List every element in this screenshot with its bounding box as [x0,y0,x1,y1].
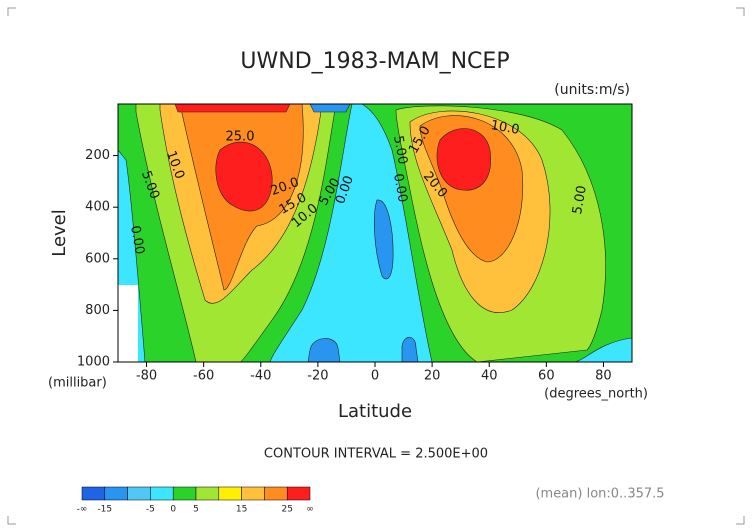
y-tick-label: 200 [85,148,110,163]
colorbar-low-label: -∞ [77,505,88,515]
missing-data [118,285,138,362]
x-tick-label: -80 [136,369,157,384]
x-tick-label: 0 [371,369,379,384]
colorbar-swatch [218,486,242,501]
contour-region [309,104,351,113]
contour-region [215,141,273,212]
x-tick-label: -20 [307,369,328,384]
colorbar-swatch [172,486,197,501]
colorbar-swatch [81,486,106,501]
colorbar-tick-label: 5 [193,505,199,515]
contour-fill [118,104,632,362]
colorbar-swatch [104,486,128,501]
contour-region [307,338,341,362]
contour-label: 5.00 [570,184,590,215]
colorbar-tick-label: 25 [281,505,292,515]
y-unit-label: (millibar) [48,376,107,391]
contour-region [373,199,394,280]
colorbar-tick-label: 0 [170,505,176,515]
contour-region [436,128,491,191]
contour-label: 10.0 [489,118,520,138]
colorbar-tick-label: -5 [146,505,155,515]
x-tick-label: -60 [193,369,214,384]
y-tick-label: 400 [85,200,110,215]
colorbar-high-label: ∞ [306,505,314,515]
y-axis-label: Level [49,209,70,257]
x-tick-label: 20 [424,369,441,384]
contour-interval: CONTOUR INTERVAL = 2.500E+00 [264,447,488,462]
colorbar-swatch [127,486,151,501]
x-tick-label: 60 [538,369,555,384]
contour-label: 0.00 [127,224,147,255]
colorbar-swatch [241,486,265,501]
x-axis-label: Latitude [338,401,412,422]
x-unit-label: (degrees_north) [544,387,648,402]
x-tick-label: 80 [595,369,612,384]
chart-title: UWND_1983-MAM_NCEP [240,49,509,74]
units-label: (units:m/s) [554,82,630,98]
colorbar-swatch [150,486,174,501]
corner-marks [7,7,745,525]
y-tick-label: 800 [85,303,110,318]
x-tick-label: -40 [250,369,271,384]
colorbar-tick-label: 15 [236,505,247,515]
colorbar-swatch [264,486,288,501]
contour-label: 0.00 [390,172,410,203]
colorbar-swatch [286,486,311,501]
contour-region [174,104,291,113]
colorbar-swatch [195,486,220,501]
mean-note: (mean) lon:0..357.5 [535,487,664,502]
colorbar-tick-label: -15 [97,505,112,515]
contour-label: 5.00 [390,134,410,165]
y-tick-label: 1000 [77,355,110,370]
contour-region [401,336,419,362]
x-tick-label: 40 [481,369,498,384]
y-tick-label: 600 [85,251,110,266]
contour-label: 25.0 [226,130,255,145]
